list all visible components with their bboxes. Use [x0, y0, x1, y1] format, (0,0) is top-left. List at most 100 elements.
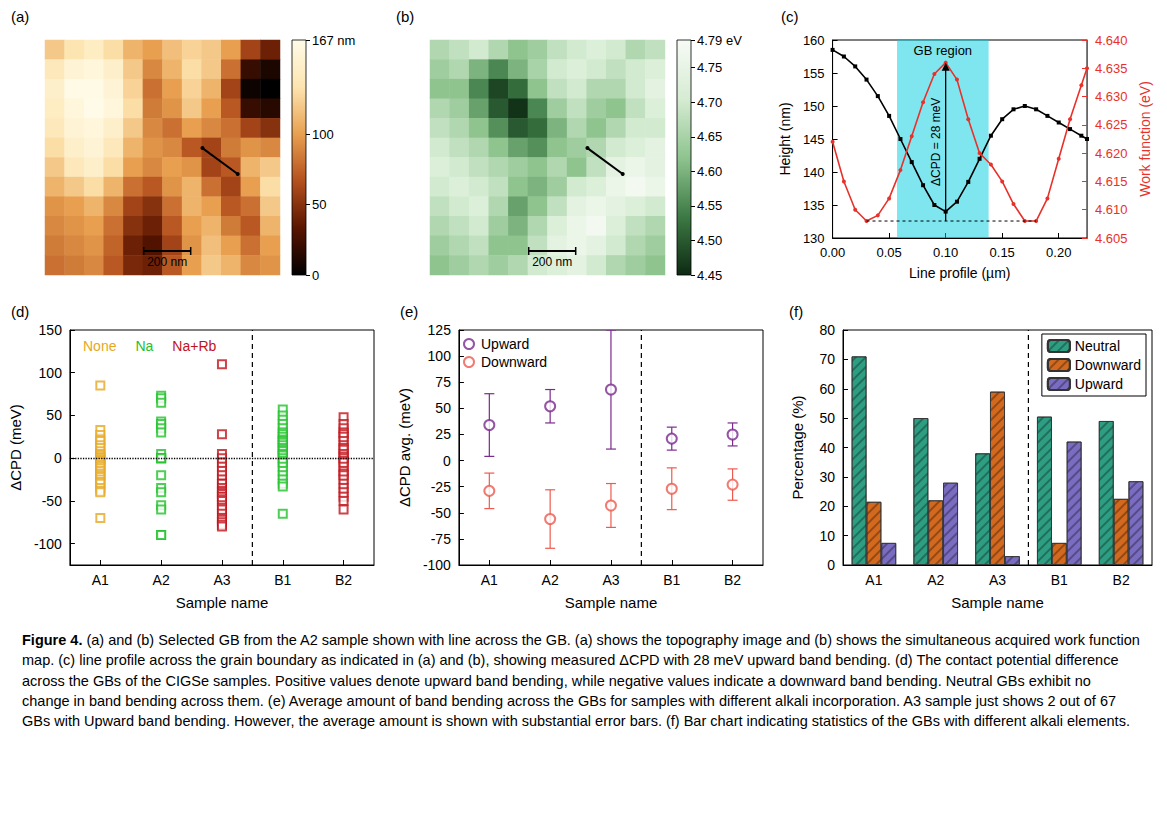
svg-text:(e): (e): [400, 303, 418, 320]
svg-text:Upward: Upward: [1075, 376, 1123, 392]
svg-text:Upward: Upward: [481, 336, 529, 352]
svg-text:135: 135: [803, 198, 825, 213]
svg-text:A3: A3: [213, 572, 230, 588]
svg-text:ΔCPD avg. (meV): ΔCPD avg. (meV): [396, 388, 413, 507]
svg-text:50: 50: [435, 400, 451, 416]
svg-text:4.75: 4.75: [697, 60, 722, 75]
svg-text:50: 50: [46, 407, 62, 423]
svg-text:4.635: 4.635: [1095, 61, 1128, 76]
svg-text:50: 50: [819, 410, 835, 426]
svg-text:None: None: [83, 338, 117, 354]
svg-text:Sample name: Sample name: [565, 594, 658, 611]
svg-text:4.625: 4.625: [1095, 117, 1128, 132]
svg-text:B1: B1: [1051, 572, 1068, 588]
svg-text:Na+Rb: Na+Rb: [172, 338, 216, 354]
svg-text:0.10: 0.10: [933, 245, 958, 260]
svg-text:A1: A1: [865, 572, 882, 588]
svg-text:4.610: 4.610: [1095, 202, 1128, 217]
svg-text:(f): (f): [789, 303, 803, 320]
svg-text:A2: A2: [542, 572, 559, 588]
svg-text:A3: A3: [989, 572, 1006, 588]
svg-text:Downward: Downward: [481, 354, 547, 370]
svg-text:60: 60: [819, 381, 835, 397]
svg-text:0: 0: [827, 557, 835, 573]
svg-text:(d): (d): [11, 303, 29, 320]
svg-text:4.79 eV: 4.79 eV: [697, 33, 742, 48]
svg-text:145: 145: [803, 132, 825, 147]
svg-text:0: 0: [54, 450, 62, 466]
svg-text:130: 130: [803, 231, 825, 246]
svg-text:10: 10: [819, 528, 835, 544]
svg-text:4.50: 4.50: [697, 233, 722, 248]
svg-text:Downward: Downward: [1075, 357, 1141, 373]
svg-text:100: 100: [428, 348, 452, 364]
svg-text:B2: B2: [335, 572, 352, 588]
svg-text:A2: A2: [153, 572, 170, 588]
svg-text:70: 70: [819, 351, 835, 367]
svg-text:A1: A1: [481, 572, 498, 588]
svg-text:80: 80: [819, 322, 835, 338]
svg-text:4.630: 4.630: [1095, 89, 1128, 104]
svg-text:-100: -100: [423, 557, 451, 573]
svg-text:Height (nm): Height (nm): [777, 102, 793, 175]
svg-text:25: 25: [435, 426, 451, 442]
svg-text:167 nm: 167 nm: [312, 33, 355, 48]
svg-text:160: 160: [803, 33, 825, 48]
svg-text:0.20: 0.20: [1046, 245, 1071, 260]
svg-text:150: 150: [39, 322, 63, 338]
svg-text:4.55: 4.55: [697, 198, 722, 213]
svg-text:4.60: 4.60: [697, 164, 722, 179]
svg-text:A3: A3: [602, 572, 619, 588]
html-text:Figure 4. (a) and (b) Selected: Figure 4. (a) and (b) Selected GB from t…: [22, 632, 1140, 730]
svg-text:0: 0: [443, 453, 451, 469]
svg-text:4.620: 4.620: [1095, 146, 1128, 161]
svg-text:4.615: 4.615: [1095, 174, 1128, 189]
svg-text:Line profile (µm): Line profile (µm): [909, 265, 1010, 281]
svg-text:150: 150: [803, 99, 825, 114]
svg-text:0.05: 0.05: [876, 245, 901, 260]
svg-text:4.640: 4.640: [1095, 33, 1128, 48]
svg-text:-100: -100: [34, 536, 62, 552]
svg-text:B2: B2: [1113, 572, 1130, 588]
svg-text:0: 0: [312, 268, 319, 283]
svg-text:50: 50: [312, 197, 326, 212]
svg-text:(b): (b): [396, 8, 414, 25]
svg-text:200 nm: 200 nm: [147, 255, 187, 269]
svg-text:200 nm: 200 nm: [532, 255, 572, 269]
svg-text:-50: -50: [431, 505, 451, 521]
svg-text:Work function (eV): Work function (eV): [1137, 81, 1153, 197]
svg-text:B1: B1: [274, 572, 291, 588]
svg-text:B2: B2: [724, 572, 741, 588]
svg-text:125: 125: [428, 322, 452, 338]
svg-text:(a): (a): [11, 8, 29, 25]
svg-text:140: 140: [803, 165, 825, 180]
svg-text:Sample name: Sample name: [951, 594, 1044, 611]
svg-text:4.45: 4.45: [697, 268, 722, 283]
svg-text:Sample name: Sample name: [176, 594, 269, 611]
svg-text:100: 100: [39, 365, 63, 381]
svg-text:4.605: 4.605: [1095, 231, 1128, 246]
svg-text:20: 20: [819, 498, 835, 514]
svg-text:A2: A2: [927, 572, 944, 588]
svg-text:A1: A1: [92, 572, 109, 588]
svg-text:(c): (c): [781, 8, 799, 25]
svg-text:-25: -25: [431, 479, 451, 495]
svg-text:Neutral: Neutral: [1075, 338, 1120, 354]
svg-text:-75: -75: [431, 531, 451, 547]
svg-text:40: 40: [819, 440, 835, 456]
svg-text:0.00: 0.00: [820, 245, 845, 260]
svg-text:B1: B1: [663, 572, 680, 588]
svg-text:Na: Na: [135, 338, 153, 354]
svg-text:ΔCPD (meV): ΔCPD (meV): [7, 404, 24, 491]
svg-text:155: 155: [803, 66, 825, 81]
svg-text:0.15: 0.15: [990, 245, 1015, 260]
svg-text:-50: -50: [42, 493, 62, 509]
svg-text:4.65: 4.65: [697, 129, 722, 144]
svg-text:4.70: 4.70: [697, 95, 722, 110]
svg-text:Percentage (%): Percentage (%): [789, 395, 806, 499]
svg-text:100: 100: [312, 127, 334, 142]
svg-text:75: 75: [435, 374, 451, 390]
svg-text:30: 30: [819, 469, 835, 485]
svg-text:GB region: GB region: [914, 43, 973, 58]
svg-text:ΔCPD = 28 meV: ΔCPD = 28 meV: [929, 98, 943, 186]
